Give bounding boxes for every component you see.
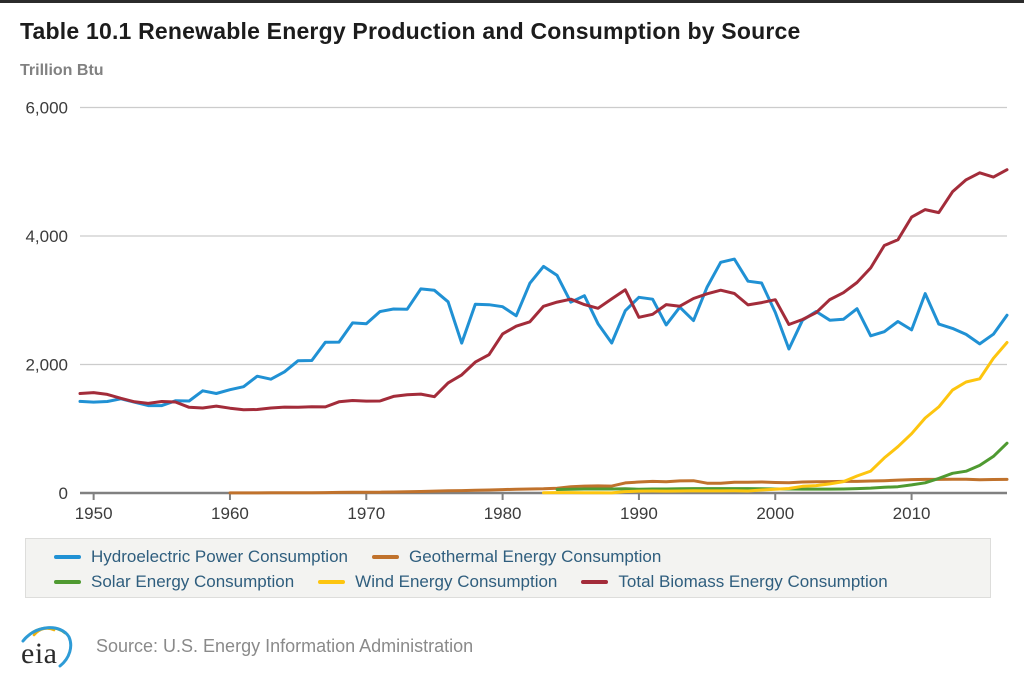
y-tick-label: 0 <box>59 484 68 503</box>
top-rule <box>0 0 1024 3</box>
legend-item: Total Biomass Energy Consumption <box>581 571 888 592</box>
source-text: Source: U.S. Energy Information Administ… <box>96 635 474 656</box>
legend-item-label: Geothermal Energy Consumption <box>409 546 662 566</box>
logo-blue-swoosh <box>21 626 73 668</box>
x-tick-label: 1950 <box>75 504 113 523</box>
logo-text: eia <box>21 637 57 670</box>
x-tick-label: 1960 <box>211 504 249 523</box>
legend-item-label: Solar Energy Consumption <box>91 571 295 591</box>
x-tick-label: 1970 <box>347 504 385 523</box>
x-tick-label: 2010 <box>893 504 931 523</box>
series-line-wind-energy-consumption <box>542 341 1009 495</box>
legend-item: Solar Energy Consumption <box>54 572 294 592</box>
x-tick-label: 1980 <box>484 504 522 523</box>
footer: eia Source: U.S. Energy Information Admi… <box>16 622 473 670</box>
legend-item-label: Total Biomass Energy Consumption <box>618 571 888 591</box>
y-tick-label: 2,000 <box>25 356 68 375</box>
chart-svg: 0 2,000 4,000 6,000 1950 1960 1970 1980 1990 2000… <box>25 99 1009 523</box>
y-tick-label: 4,000 <box>25 227 68 246</box>
legend-swatch-icon <box>54 554 81 559</box>
series-line-total-biomass-energy-consumption <box>78 168 1009 412</box>
x-tick-label: 1990 <box>620 504 658 523</box>
legend-item: Wind Energy Consumption <box>318 572 557 592</box>
legend-item-label: Hydroelectric Power Consumption <box>91 546 348 566</box>
legend-swatch-icon <box>372 554 399 559</box>
page-title: Table 10.1 Renewable Energy Production a… <box>20 18 801 44</box>
legend-item-label: Wind Energy Consumption <box>355 571 558 591</box>
series-line-geothermal-energy-consumption <box>228 477 1009 495</box>
eia-logo: eia <box>21 626 73 670</box>
legend-row: Solar Energy Consumption Wind Energy Cons… <box>54 569 990 594</box>
legend-item: Hydroelectric Power Consumption <box>54 547 348 567</box>
legend-swatch-icon <box>581 579 609 584</box>
legend-item: Geothermal Energy Consumption <box>372 547 661 567</box>
legend-row: Hydroelectric Power Consumption Geotherma… <box>54 544 990 569</box>
y-axis-unit-label: Trillion Btu <box>20 62 104 79</box>
legend-swatch-icon <box>318 579 346 584</box>
legend-swatch-icon <box>54 579 81 584</box>
series-line-hydroelectric-power-consumption <box>78 257 1009 408</box>
x-tick-label: 2000 <box>756 504 794 523</box>
y-tick-label: 6,000 <box>25 99 68 118</box>
legend: Hydroelectric Power Consumption Geotherma… <box>25 538 991 598</box>
